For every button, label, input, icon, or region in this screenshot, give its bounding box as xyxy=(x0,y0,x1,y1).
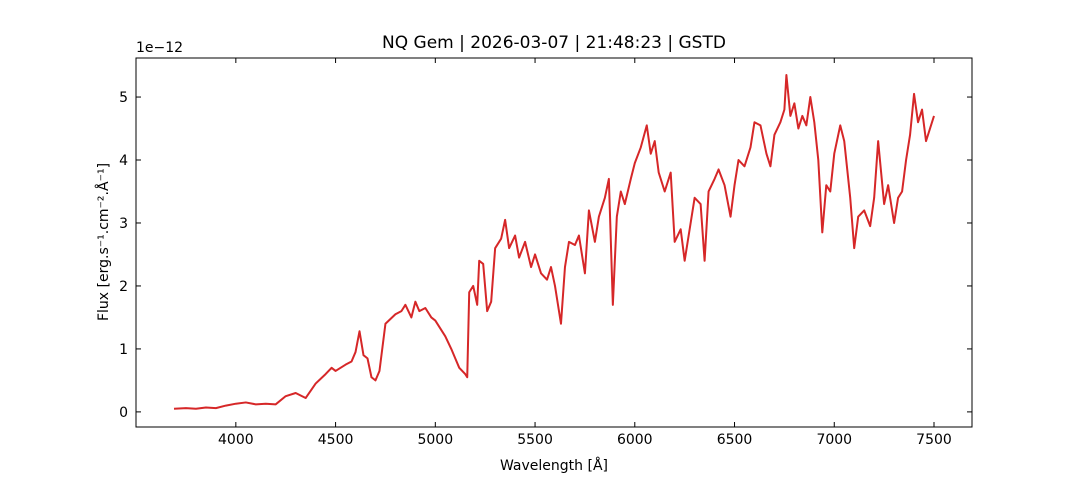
x-tick-label: 6000 xyxy=(617,432,653,448)
plot-frame xyxy=(135,57,973,428)
x-tick-label: 4500 xyxy=(318,432,354,448)
y-tick-label: 4 xyxy=(119,153,128,169)
x-tick-label: 5000 xyxy=(417,432,453,448)
x-tick-label: 7000 xyxy=(816,432,852,448)
y-tick-label: 0 xyxy=(119,405,128,421)
x-axis-label: Wavelength [Å] xyxy=(500,457,608,474)
y-tick-label: 3 xyxy=(119,216,128,232)
chart-title: NQ Gem | 2026-03-07 | 21:48:23 | GSTD xyxy=(382,33,726,53)
x-tick-label: 7500 xyxy=(916,432,952,448)
y-tick-label: 5 xyxy=(119,90,128,106)
y-axis-label: Flux [erg.s⁻¹.cm⁻².Å⁻¹] xyxy=(95,163,112,321)
spectrum-line xyxy=(173,74,935,410)
offset-label: 1e−12 xyxy=(136,40,183,56)
y-tick-label: 1 xyxy=(119,342,128,358)
x-tick-label: 6500 xyxy=(717,432,753,448)
x-tick-label: 5500 xyxy=(517,432,553,448)
y-tick-label: 2 xyxy=(119,279,128,295)
x-tick-label: 4000 xyxy=(218,432,254,448)
